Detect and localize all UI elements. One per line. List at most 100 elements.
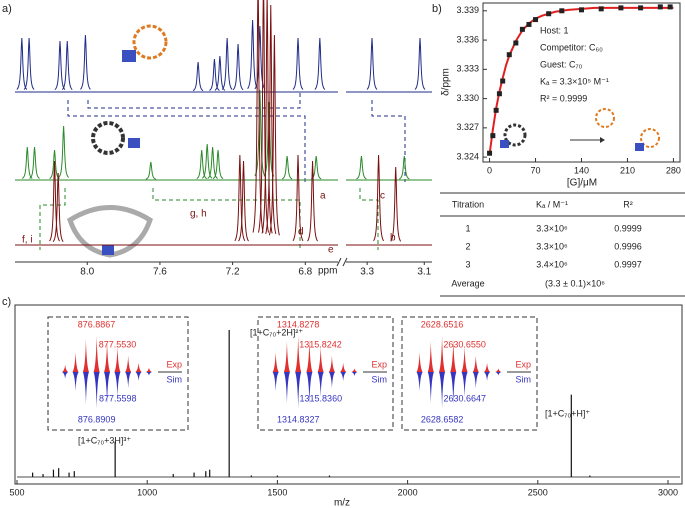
isotope-peak [114, 372, 121, 397]
y-axis-label: δ/ppm [441, 68, 452, 96]
peak [254, 25, 266, 90]
y-tick-label: 3.339 [456, 5, 479, 15]
data-point [487, 150, 493, 156]
data-point [657, 4, 663, 10]
peak-label: 1314.8278 [277, 319, 320, 329]
x-axis-label: ppm [318, 266, 337, 277]
peak [212, 149, 224, 180]
peak-label: f, i [22, 235, 33, 246]
isotope-peak [306, 339, 313, 372]
peak-label: 2628.6516 [421, 319, 464, 329]
isotope-peak [125, 372, 132, 388]
isotope-peak [295, 372, 302, 409]
annotation: R² = 0.9999 [540, 93, 587, 103]
isotope-peak [104, 372, 111, 404]
x-tick-label: 3000 [658, 487, 678, 497]
peak-label: 877.5598 [99, 393, 137, 403]
plot-frame [14, 304, 683, 485]
x-tick-label: 1000 [137, 487, 157, 497]
y-tick-label: 3.327 [456, 122, 479, 132]
peak [252, 0, 264, 233]
x-tick-label: 3.3 [360, 267, 374, 278]
peak [209, 58, 220, 91]
data-point [493, 107, 499, 113]
isotope-peak [461, 346, 468, 372]
isotope-peak [114, 346, 121, 372]
peak [192, 61, 204, 92]
data-point [490, 133, 496, 139]
peak [373, 154, 385, 242]
inset-box [47, 316, 189, 431]
peak [49, 160, 60, 242]
table-header: Kₐ / M⁻¹ [536, 199, 568, 209]
isotope-peak [427, 372, 434, 404]
x-tick-label: 280 [666, 165, 681, 175]
peak [232, 43, 244, 91]
y-tick-label: 3.324 [456, 151, 479, 161]
peak-annotation: [1+C₇₀+H]⁺ [545, 408, 590, 418]
peak-label: c [380, 191, 385, 202]
peak [21, 146, 33, 179]
isotope-peak [283, 372, 290, 404]
data-point [519, 26, 525, 32]
isotope-peak [450, 372, 457, 405]
peak [238, 160, 249, 242]
isotope-peak [484, 362, 491, 372]
table-cell: 3.3×10⁶ [536, 223, 568, 233]
y-tick-label: 3.336 [456, 34, 479, 44]
table-cell: (3.3 ± 0.1)×10⁶ [545, 278, 605, 288]
peak [281, 155, 293, 180]
isotope-peak [62, 364, 69, 372]
annotation: Host: 1 [540, 25, 569, 35]
table-cell: 1 [465, 223, 470, 233]
isotope-peak [145, 372, 152, 376]
isotope-peak [427, 341, 434, 372]
data-point [513, 40, 519, 46]
x-tick-label: 210 [620, 165, 635, 175]
isotope-peak [82, 372, 89, 404]
table-header: Titration [452, 199, 484, 209]
data-point [533, 17, 539, 23]
peak-annotation: [1+C₇₀+3H]³⁺ [78, 435, 131, 445]
peak [54, 40, 66, 90]
peak [261, 0, 273, 234]
fit-line [488, 6, 674, 155]
table-cell: 3.3×10⁶ [536, 241, 568, 251]
isotope-peak [351, 368, 358, 372]
isotope-peak [125, 355, 132, 372]
peak-label: 2628.6582 [421, 414, 464, 424]
peak-label: 2630.6647 [443, 393, 486, 403]
peak [265, 4, 277, 235]
peak [366, 37, 378, 90]
isotope-peak [351, 372, 358, 376]
peak [52, 172, 64, 242]
peak-label: 1315.8360 [300, 393, 343, 403]
peak [258, 0, 269, 233]
x-tick-label: 500 [9, 487, 24, 497]
x-tick-label: 6.8 [298, 267, 312, 278]
isotope-peak [328, 372, 335, 388]
peak [399, 155, 410, 180]
annotation: Kₐ = 3.3×10⁵ M⁻¹ [540, 76, 609, 86]
table-cell: 0.9999 [614, 223, 642, 233]
axis-break [336, 257, 342, 267]
peak-label: b [390, 233, 396, 244]
isotope-peak [317, 372, 324, 397]
isotope-peak [306, 372, 313, 404]
isotope-peak [82, 339, 89, 372]
data-point [500, 78, 506, 84]
panel-label: b) [432, 3, 442, 15]
x-tick-label: 3.1 [417, 267, 431, 278]
table-cell: 3 [465, 259, 470, 269]
peak [307, 160, 318, 242]
x-tick-label: 7.6 [153, 267, 167, 278]
x-tick-label: 2500 [528, 487, 548, 497]
isotope-peak [317, 346, 324, 372]
y-tick-label: 3.333 [456, 64, 479, 74]
x-tick-label: 140 [574, 165, 589, 175]
legend-label: Exp [515, 359, 531, 369]
connectors [39, 92, 406, 250]
x-tick-label: 0 [487, 165, 492, 175]
isotope-peak [340, 362, 347, 372]
